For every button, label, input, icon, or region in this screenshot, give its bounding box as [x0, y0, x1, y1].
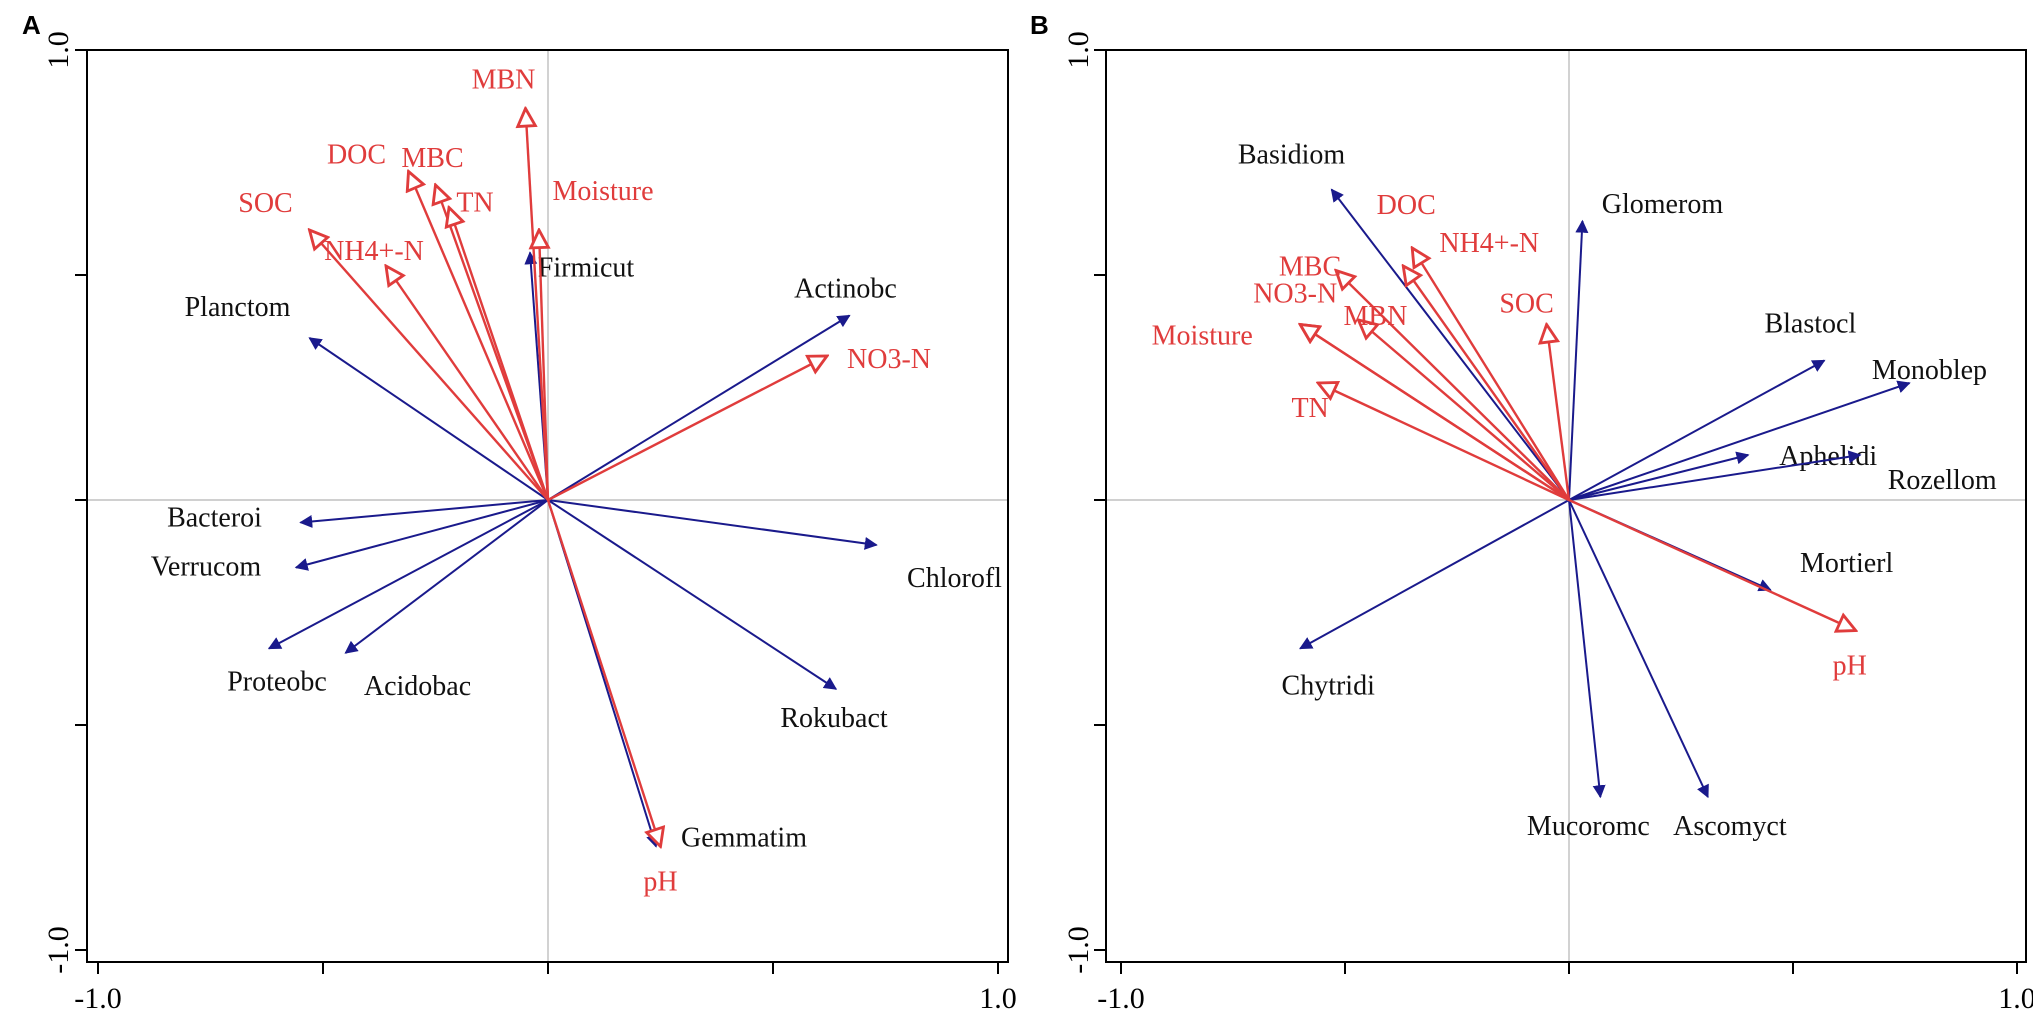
label-mbc: MBC [1279, 252, 1341, 283]
panel-b: B -1.0 1.0 1.0 -1.0 Basidiom Glomerom Blastocl M… [1030, 10, 2033, 1012]
label-soc: SOC [1499, 289, 1553, 320]
label-no3-n: NO3-N [847, 344, 931, 375]
environment-series: MBN DOC MBC TN Moisture SOC NH4+-N NO3-N pH [238, 65, 931, 898]
label-tn: TN [456, 188, 493, 219]
label-chlorofl: Chlorofl [907, 563, 1002, 594]
label-aphelidi: Aphelidi [1779, 441, 1877, 472]
y-tick-label: 1.0 [1062, 31, 1095, 69]
label-firmicut: Firmicut [538, 253, 635, 284]
label-tn: TN [1291, 393, 1328, 424]
species-series: Planctom Firmicut Actinobc Bacteroi Verrucom… [151, 251, 1002, 854]
arrow-chlorofl [547, 499, 878, 550]
label-ph: pH [643, 867, 677, 898]
arrow-nh4plus-n [1403, 266, 1570, 501]
panel-label: A [22, 10, 41, 40]
label-doc: DOC [327, 140, 386, 171]
label-mbn: MBN [1344, 301, 1408, 332]
arrow-proteobc [267, 499, 549, 650]
arrow-doc [409, 172, 550, 501]
label-mortierl: Mortierl [1800, 548, 1894, 579]
arrow-monoblep [1568, 380, 1911, 501]
arrow-moisture [539, 230, 548, 501]
label-mucoromc: Mucoromc [1527, 811, 1650, 842]
arrow-ascomyct [1568, 499, 1709, 799]
arrow-no3-n [547, 356, 827, 502]
panel-a: A -1.0 1.0 1.0 -1.0 Planctom Firmicut Actinobc B… [22, 10, 1017, 1012]
arrow-glomerom [1568, 219, 1589, 501]
label-moisture: Moisture [552, 176, 653, 207]
arrow-aphelidi [1568, 451, 1750, 501]
arrow-mbc [1336, 271, 1570, 501]
arrow-acidobac [344, 499, 549, 654]
label-chytridi: Chytridi [1282, 671, 1376, 702]
label-gemmatim: Gemmatim [681, 823, 807, 854]
label-moisture: Moisture [1152, 321, 1253, 352]
panel-label: B [1030, 10, 1049, 40]
arrow-basidiom [1330, 188, 1570, 501]
label-acidobac: Acidobac [364, 671, 471, 702]
y-tick-label: -1.0 [42, 926, 75, 974]
arrow-tn [449, 208, 550, 501]
x-tick-label: -1.0 [74, 982, 122, 1012]
label-bacteroi: Bacteroi [167, 503, 262, 534]
plot-frame [1105, 49, 2027, 963]
label-nh4plus-n: NH4+-N [1439, 228, 1539, 259]
label-actinobc: Actinobc [794, 274, 897, 305]
label-no3-n: NO3-N [1253, 279, 1337, 310]
arrow-blastocl [1568, 359, 1826, 501]
label-rokubact: Rokubact [780, 703, 888, 734]
arrow-tn [1318, 383, 1570, 502]
arrow-verrucom [294, 499, 549, 571]
label-planctom: Planctom [185, 292, 291, 323]
x-tick-label: 1.0 [979, 982, 1017, 1012]
arrow-mucoromc [1568, 499, 1606, 799]
arrow-ph [1568, 498, 1856, 631]
arrow-mbn [526, 109, 550, 501]
label-rozellom: Rozellom [1888, 465, 1997, 496]
label-mbc: MBC [401, 143, 463, 174]
arrow-rozellom [1568, 450, 1862, 501]
arrow-moisture [1300, 325, 1570, 502]
label-doc: DOC [1377, 190, 1436, 221]
label-ascomyct: Ascomyct [1673, 811, 1787, 842]
arrow-chytridi [1299, 499, 1570, 650]
label-nh4plus-n: NH4+-N [324, 236, 424, 267]
arrow-rokubact [547, 499, 838, 690]
arrow-nh4plus-n [386, 266, 549, 501]
arrow-ph [546, 499, 661, 847]
x-tick-label: -1.0 [1097, 982, 1145, 1012]
label-blastocl: Blastocl [1764, 309, 1856, 340]
x-tick-label: 1.0 [1998, 982, 2033, 1012]
label-basidiom: Basidiom [1238, 140, 1346, 171]
arrow-mbn [1358, 320, 1570, 501]
label-glomerom: Glomerom [1602, 189, 1724, 220]
species-series: Basidiom Glomerom Blastocl Monoblep Aphelidi… [1238, 140, 1997, 843]
arrow-soc [310, 230, 549, 501]
label-monoblep: Monoblep [1872, 355, 1987, 386]
arrow-soc [1547, 325, 1571, 501]
label-ph: pH [1833, 651, 1867, 682]
arrow-doc [1412, 248, 1571, 501]
y-tick-label: -1.0 [1062, 926, 1095, 974]
arrow-planctom [308, 337, 549, 501]
label-proteobc: Proteobc [227, 667, 327, 698]
label-mbn: MBN [472, 65, 536, 96]
arrow-actinobc [547, 314, 851, 501]
y-tick-label: 1.0 [42, 31, 75, 69]
label-soc: SOC [238, 188, 292, 219]
label-verrucom: Verrucom [151, 552, 262, 583]
arrow-bacteroi [299, 499, 549, 528]
